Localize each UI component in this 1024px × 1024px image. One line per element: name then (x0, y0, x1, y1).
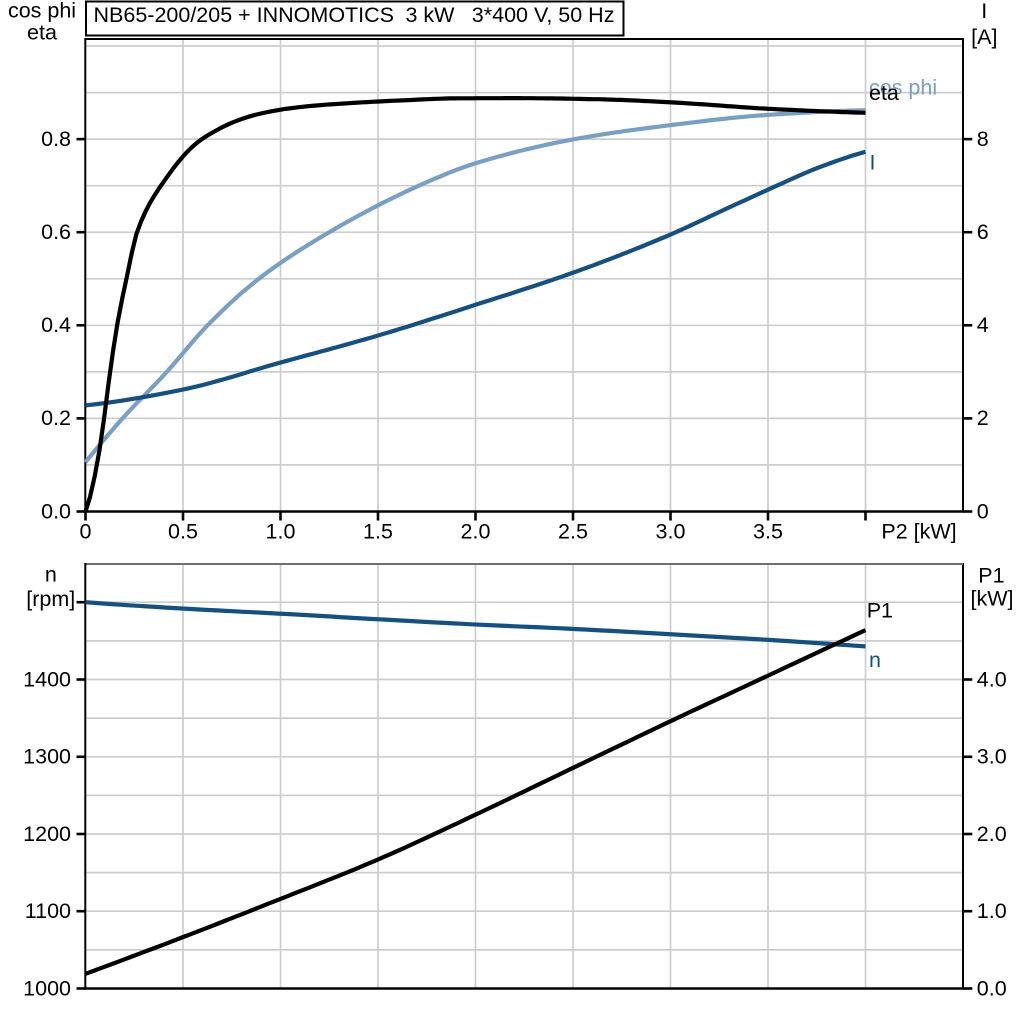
svg-text:0.2: 0.2 (41, 406, 71, 430)
svg-text:1100: 1100 (25, 899, 71, 923)
svg-text:3.0: 3.0 (977, 745, 1007, 769)
svg-text:I: I (981, 0, 987, 23)
svg-text:P2 [kW]: P2 [kW] (881, 520, 956, 544)
svg-text:1400: 1400 (23, 667, 71, 691)
svg-text:eta: eta (869, 81, 899, 105)
svg-text:2.0: 2.0 (977, 822, 1007, 846)
svg-text:3.0: 3.0 (656, 520, 686, 544)
svg-text:3 kW: 3 kW (406, 3, 456, 27)
svg-text:4.0: 4.0 (977, 667, 1007, 691)
svg-text:cos phi: cos phi (869, 75, 937, 99)
svg-text:[rpm]: [rpm] (26, 587, 75, 611)
svg-text:6: 6 (977, 220, 989, 244)
svg-text:2: 2 (977, 406, 989, 430)
svg-text:0: 0 (977, 499, 989, 523)
svg-text:[kW]: [kW] (971, 587, 1014, 611)
svg-text:1300: 1300 (23, 745, 71, 769)
svg-text:0.6: 0.6 (41, 220, 71, 244)
svg-text:0.5: 0.5 (168, 520, 198, 544)
svg-text:eta: eta (27, 21, 57, 45)
svg-text:2.0: 2.0 (461, 520, 491, 544)
svg-text:1.0: 1.0 (977, 899, 1007, 923)
svg-text:I: I (870, 151, 876, 175)
svg-text:n: n (869, 648, 881, 672)
svg-text:0.0: 0.0 (41, 499, 71, 523)
svg-text:4: 4 (977, 313, 989, 337)
svg-text:1000: 1000 (23, 976, 71, 1000)
svg-text:0.4: 0.4 (41, 313, 71, 337)
svg-text:1.5: 1.5 (363, 520, 393, 544)
svg-text:3*400 V, 50 Hz: 3*400 V, 50 Hz (472, 3, 615, 27)
svg-text:[A]: [A] (971, 25, 997, 49)
svg-text:1200: 1200 (23, 822, 71, 846)
svg-text:n: n (45, 563, 57, 587)
svg-text:NB65-200/205 + INNOMOTICS: NB65-200/205 + INNOMOTICS (94, 3, 395, 27)
svg-text:8: 8 (977, 127, 989, 151)
svg-text:0.8: 0.8 (41, 127, 71, 151)
svg-text:1.0: 1.0 (266, 520, 296, 544)
svg-text:3.5: 3.5 (753, 520, 783, 544)
svg-text:0: 0 (80, 520, 92, 544)
svg-text:cos phi: cos phi (8, 0, 76, 23)
svg-text:0.0: 0.0 (977, 976, 1007, 1000)
svg-text:P1: P1 (978, 564, 1004, 588)
svg-text:2.5: 2.5 (558, 520, 588, 544)
svg-text:P1: P1 (867, 599, 893, 623)
